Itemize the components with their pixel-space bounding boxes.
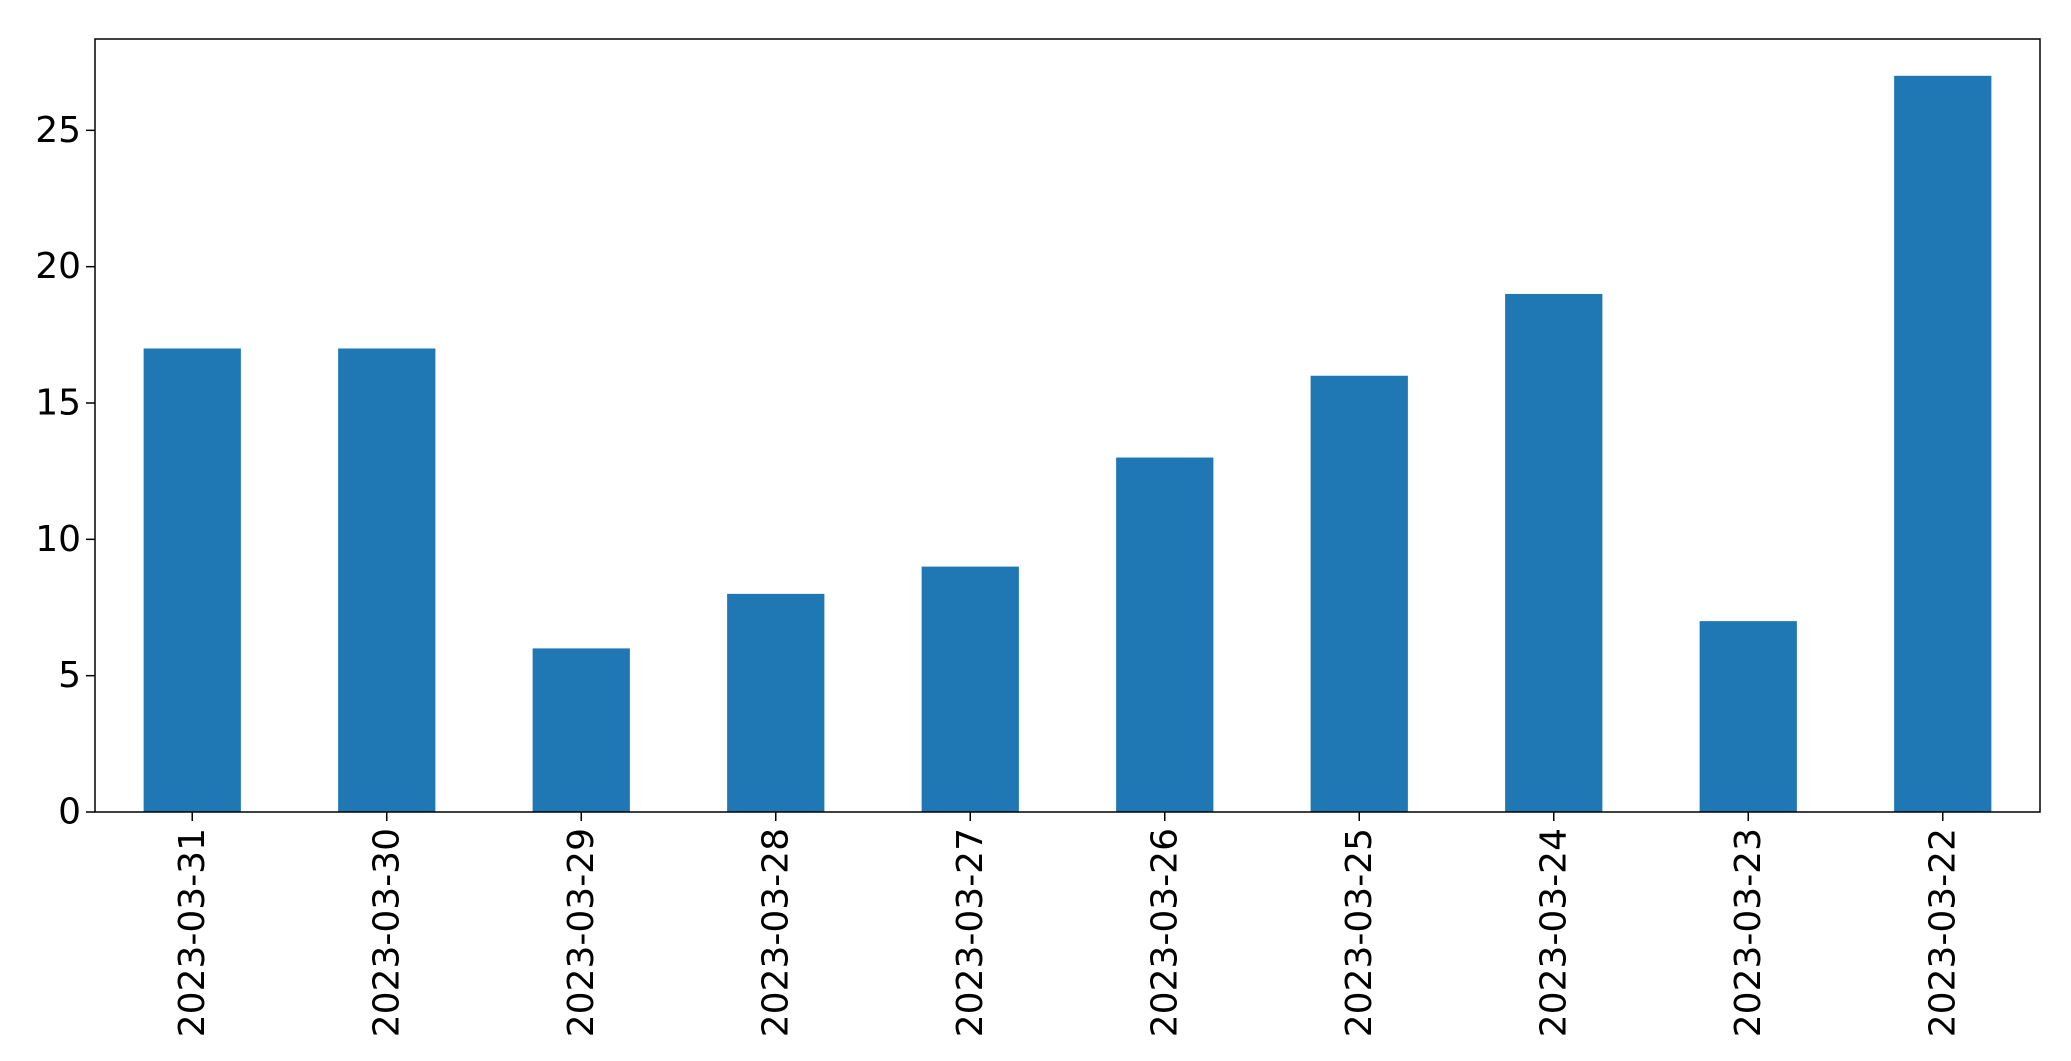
- bar-2023-03-30: [338, 348, 436, 812]
- y-axis: 0 5 10 15 20 25: [35, 110, 95, 833]
- bar-2023-03-27: [921, 566, 1019, 812]
- bar-2023-03-25: [1310, 375, 1408, 812]
- x-tick-label: 2023-03-24: [1533, 828, 1574, 1037]
- x-tick-label: 2023-03-30: [366, 828, 407, 1037]
- bar-2023-03-22: [1894, 75, 1992, 813]
- y-tick-label: 25: [35, 110, 81, 151]
- x-tick-label: 2023-03-29: [561, 828, 602, 1037]
- bar-2023-03-23: [1699, 621, 1797, 812]
- y-tick-label: 0: [58, 792, 81, 833]
- bar-2023-03-29: [532, 648, 630, 812]
- x-tick-label: 2023-03-28: [755, 828, 796, 1037]
- bar-2023-03-24: [1505, 293, 1603, 812]
- x-tick-label: 2023-03-25: [1339, 828, 1380, 1037]
- x-tick-label: 2023-03-23: [1728, 828, 1769, 1037]
- x-tick-label: 2023-03-26: [1144, 828, 1185, 1037]
- bars-group: [143, 75, 1992, 813]
- bar-2023-03-26: [1116, 457, 1214, 812]
- y-tick-label: 10: [35, 519, 81, 560]
- x-tick-label: 2023-03-31: [172, 828, 213, 1037]
- y-tick-label: 5: [58, 655, 81, 696]
- x-tick-label: 2023-03-22: [1922, 828, 1963, 1037]
- plot-frame: [94, 38, 2041, 813]
- x-tick-label: 2023-03-27: [950, 828, 991, 1037]
- x-axis: 2023-03-31 2023-03-30 2023-03-29 2023-03-28…: [172, 812, 1963, 1037]
- bar-2023-03-28: [727, 593, 825, 812]
- y-tick-label: 15: [35, 383, 81, 424]
- bar-2023-03-31: [143, 348, 241, 812]
- y-tick-label: 20: [35, 246, 81, 287]
